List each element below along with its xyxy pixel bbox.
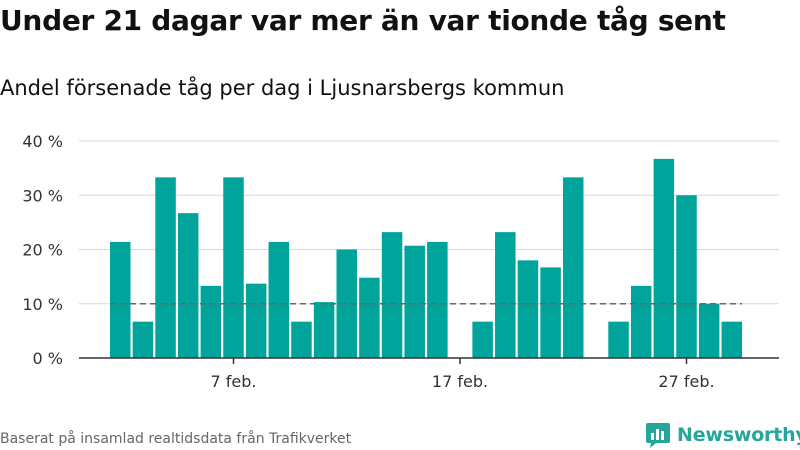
bar	[608, 321, 629, 358]
bar	[245, 283, 267, 358]
bar	[630, 285, 652, 358]
bar	[540, 267, 561, 358]
x-tick-label: 27 feb.	[658, 372, 714, 391]
x-tick-label: 17 feb.	[432, 372, 488, 391]
bar	[291, 321, 312, 358]
bar	[563, 177, 584, 358]
bar	[132, 321, 154, 358]
x-tick-label: 7 feb.	[211, 372, 257, 391]
bar	[223, 177, 244, 358]
brand-logo: Newsworthy	[644, 421, 800, 449]
bar	[200, 285, 222, 358]
y-tick-label: 10 %	[22, 295, 63, 314]
y-tick-label: 30 %	[22, 186, 63, 205]
bar	[155, 177, 176, 358]
y-tick-label: 20 %	[22, 241, 63, 260]
x-axis-ticks: 7 feb. 17 feb. 27 feb.	[211, 358, 715, 391]
bar	[427, 241, 448, 358]
bar	[653, 158, 675, 358]
bar	[177, 213, 199, 358]
bar	[359, 277, 380, 358]
y-tick-label: 0 %	[33, 349, 63, 368]
bar	[721, 321, 743, 358]
bar	[698, 303, 720, 358]
bar	[336, 249, 357, 358]
bar-chart-logo-icon	[646, 423, 670, 448]
y-axis-labels: 0 % 10 % 20 % 30 % 40 %	[22, 132, 63, 368]
bars	[110, 158, 743, 358]
bar	[313, 302, 335, 358]
chart-subtitle: Andel försenade tåg per dag i Ljusnarsbe…	[0, 76, 565, 100]
bar	[381, 232, 403, 358]
bar	[404, 245, 425, 358]
bar	[110, 241, 131, 358]
bar	[517, 260, 539, 358]
bar	[268, 241, 290, 358]
bar	[495, 232, 516, 358]
bar	[472, 321, 493, 358]
brand-name: Newsworthy	[677, 424, 800, 446]
y-tick-label: 40 %	[22, 132, 63, 151]
chart-title: Under 21 dagar var mer än var tionde tåg…	[0, 4, 726, 37]
bar	[676, 195, 697, 358]
source-note: Baserat på insamlad realtidsdata från Tr…	[0, 431, 352, 447]
